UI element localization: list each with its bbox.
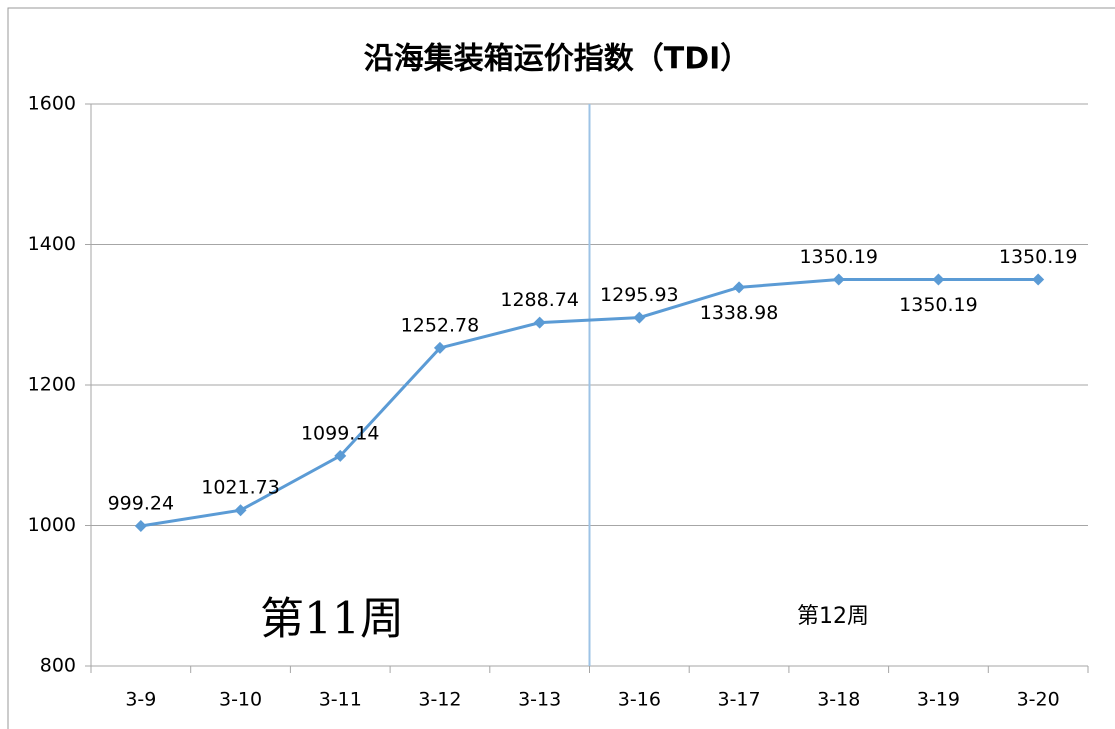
data-label: 1350.19 <box>999 246 1078 268</box>
marker <box>134 520 147 533</box>
chart-frame <box>7 7 1115 729</box>
marker <box>932 273 945 286</box>
marker <box>334 449 347 462</box>
x-tick-label: 3-10 <box>219 689 262 711</box>
marker <box>832 273 845 286</box>
marker <box>234 504 247 517</box>
chart-title: 沿海集装箱运价指数（TDI） <box>364 42 751 77</box>
line <box>140 277 1039 528</box>
x-tick-label: 3-18 <box>817 689 860 711</box>
data-label: 1288.74 <box>500 289 579 311</box>
data-label: 999.24 <box>108 493 174 515</box>
y-tick-label: 1600 <box>28 93 76 115</box>
data-label: 1295.93 <box>600 284 679 306</box>
y-tick-label: 1400 <box>28 233 76 255</box>
x-tick-label: 3-17 <box>717 689 760 711</box>
x-tick-label: 3-12 <box>418 689 461 711</box>
marker <box>433 341 446 354</box>
data-label: 1350.19 <box>799 246 878 268</box>
x-tick-label: 3-13 <box>518 689 561 711</box>
x-tick-label: 3-16 <box>618 689 661 711</box>
week-annotation: 第11周 <box>260 594 404 645</box>
y-tick-label: 1200 <box>28 374 76 396</box>
x-tick-label: 3-20 <box>1017 689 1060 711</box>
marker <box>633 311 646 324</box>
x-tick-label: 3-9 <box>125 689 156 711</box>
x-tick-label: 3-11 <box>319 689 362 711</box>
data-label: 1350.19 <box>899 294 978 316</box>
data-label: 1252.78 <box>401 314 480 336</box>
x-tick-label: 3-19 <box>917 689 960 711</box>
marker <box>1032 273 1045 286</box>
data-label: 1338.98 <box>700 302 779 324</box>
y-tick-label: 1000 <box>28 514 76 536</box>
week-annotation: 第12周 <box>797 604 869 629</box>
data-label: 1021.73 <box>201 477 280 499</box>
marker <box>733 281 746 294</box>
marker <box>533 316 546 329</box>
data-label: 1099.14 <box>301 422 380 444</box>
y-tick-label: 800 <box>40 655 76 677</box>
